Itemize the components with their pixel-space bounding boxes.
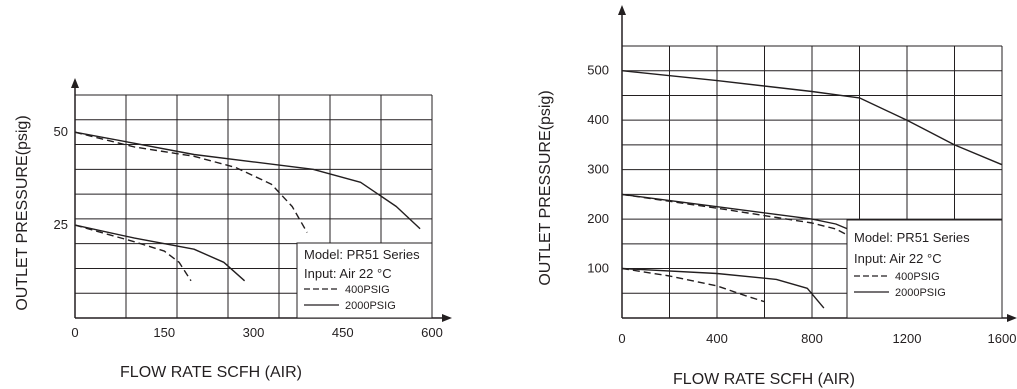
legend: Model: PR51 Series Input: Air 22 °C 400PSI… — [296, 242, 433, 319]
series-line-lower-400psig — [621, 267, 765, 303]
y-axis-title: OUTLET PRESSURE(psig) — [537, 90, 554, 285]
x-tick-label: 0 — [71, 325, 78, 340]
x-tick-label: 150 — [153, 325, 175, 340]
x-tick-label: 1200 — [893, 331, 922, 346]
y-tick-label: 300 — [587, 162, 609, 177]
y-tick-label: 100 — [587, 261, 609, 276]
chart-left: 0 150 300 450 600 25 50 FLOW RATE SCFH (AIR) OUT… — [14, 78, 452, 381]
y-tick-label: 50 — [54, 124, 68, 139]
x-axis-title: FLOW RATE SCFH (AIR) — [673, 371, 855, 388]
y-tick-label: 500 — [587, 63, 609, 78]
legend-caption: Model: PR51 Series — [304, 247, 420, 262]
legend-entry-label: 400PSIG — [345, 284, 390, 296]
x-tick-label: 400 — [706, 331, 728, 346]
legend-entry-label: 400PSIG — [895, 271, 940, 283]
x-tick-label: 0 — [618, 331, 625, 346]
legend-caption: Model: PR51 Series — [854, 230, 970, 245]
series-line-lower-400psig — [74, 224, 192, 282]
series-line-upper-2000psig — [74, 131, 421, 230]
legend: Model: PR51 Series Input: Air 22 °C 400PSI… — [846, 219, 1003, 319]
series-line-lower-2000psig — [74, 224, 246, 282]
x-axis-arrow-icon — [442, 314, 452, 322]
y-axis-title: OUTLET PRESSURE(psig) — [14, 115, 31, 310]
series-line-upper-2000psig — [621, 70, 1003, 166]
legend-entry-label: 2000PSIG — [895, 287, 946, 299]
legend-entry-label: 2000PSIG — [345, 300, 396, 312]
y-axis-arrow-icon — [71, 78, 79, 88]
series-line-middle-400psig — [621, 193, 860, 242]
x-axis-arrow-icon — [1007, 314, 1017, 322]
y-tick-label: 25 — [54, 217, 68, 232]
series-line-upper-400psig — [74, 131, 308, 233]
x-tick-label: 1600 — [988, 331, 1017, 346]
series-line-middle-2000psig — [621, 193, 870, 242]
legend-box — [846, 219, 1003, 319]
y-axis-arrow-icon — [618, 5, 626, 15]
legend-caption: Input: Air 22 °C — [854, 251, 942, 266]
series-line-lower-2000psig — [621, 267, 825, 309]
x-tick-label: 450 — [332, 325, 354, 340]
chart-right: 0 400 800 1200 1600 100 200 300 400 500 FLOW RATE … — [537, 5, 1017, 388]
x-axis-title: FLOW RATE SCFH (AIR) — [120, 364, 302, 381]
legend-caption: Input: Air 22 °C — [304, 266, 392, 281]
y-tick-label: 400 — [587, 112, 609, 127]
x-tick-label: 800 — [801, 331, 823, 346]
x-tick-label: 600 — [421, 325, 443, 340]
y-tick-label: 200 — [587, 211, 609, 226]
x-tick-label: 300 — [243, 325, 265, 340]
